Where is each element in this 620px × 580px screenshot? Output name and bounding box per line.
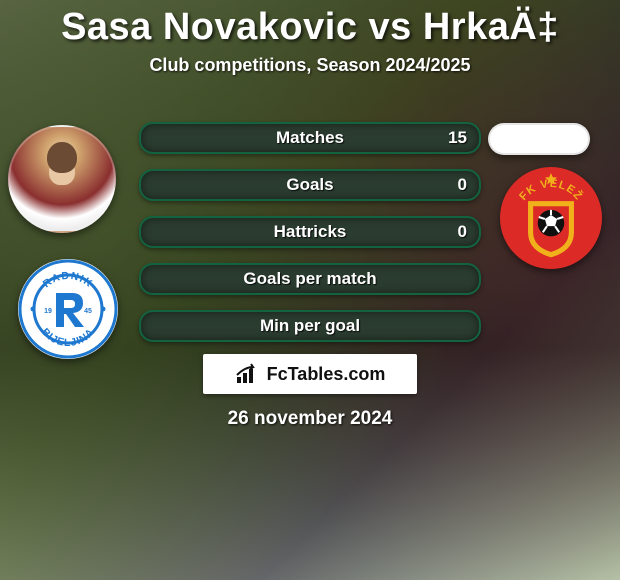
stat-row-matches: Matches 15 [139, 122, 481, 154]
stat-right-value: 0 [458, 175, 467, 195]
source-logo-text: FcTables.com [267, 364, 386, 385]
velez-badge-icon: FK VELEŽ [500, 167, 602, 269]
stat-label: Goals per match [243, 269, 376, 289]
svg-text:45: 45 [84, 308, 92, 315]
club-badge-left: RADNIK BIJELJINA 19 45 [18, 259, 118, 359]
svg-text:19: 19 [44, 308, 52, 315]
stat-row-goals: Goals 0 [139, 169, 481, 201]
stat-row-gpm: Goals per match [139, 263, 481, 295]
comparison-date: 26 november 2024 [0, 408, 620, 430]
stat-row-hattricks: Hattricks 0 [139, 216, 481, 248]
stat-label: Min per goal [260, 316, 360, 336]
stat-right-value: 0 [458, 222, 467, 242]
fctables-icon [235, 363, 263, 385]
stat-label: Goals [286, 175, 333, 195]
page-title: Sasa Novakovic vs HrkaÄ‡ [0, 0, 620, 49]
stat-row-mpg: Min per goal [139, 310, 481, 342]
page-subtitle: Club competitions, Season 2024/2025 [0, 55, 620, 76]
club-badge-right: FK VELEŽ [500, 167, 602, 269]
stat-label: Hattricks [274, 222, 347, 242]
source-logo: FcTables.com [203, 354, 417, 394]
radnik-badge-icon: RADNIK BIJELJINA 19 45 [18, 259, 118, 359]
player-right-placeholder [488, 123, 590, 155]
comparison-card: Sasa Novakovic vs HrkaÄ‡ Club competitio… [0, 0, 620, 580]
player-left-photo [8, 125, 116, 233]
stats-list: Matches 15 Goals 0 Hattricks 0 Goals per… [139, 122, 481, 342]
stat-label: Matches [276, 128, 344, 148]
stat-right-value: 15 [448, 128, 467, 148]
